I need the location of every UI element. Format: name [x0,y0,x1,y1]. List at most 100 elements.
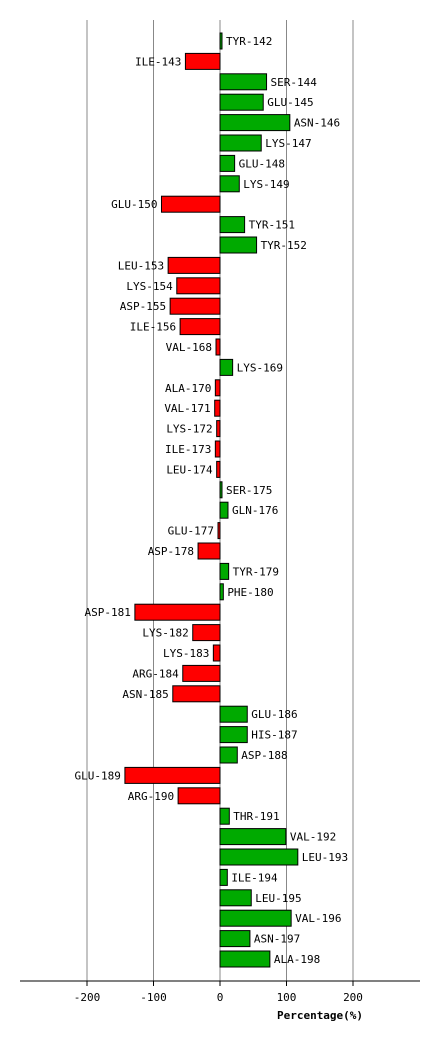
label-glu-186: GLU-186 [251,708,297,721]
label-tyr-152: TYR-152 [261,239,307,252]
x-axis-title: Percentage(%) [277,1009,363,1022]
tick-label-1: -100 [140,991,167,1004]
label-asp-155: ASP-155 [120,300,166,313]
tick-label-2: 0 [217,991,224,1004]
bar-glu-150 [160,195,221,213]
label-asp-188: ASP-188 [241,749,287,762]
label-glu-177: GLU-177 [168,525,214,538]
label-glu-148: GLU-148 [239,157,285,170]
label-gln-176: GLN-176 [232,504,278,517]
bar-asp-181 [134,603,221,621]
label-leu-195: LEU-195 [255,892,301,905]
label-arg-184: ARG-184 [132,667,179,680]
bar-thr-191 [219,807,230,825]
bar-ala-170 [214,379,221,397]
label-lys-147: LYS-147 [265,137,311,150]
bar-asn-146 [219,114,291,132]
bar-val-171 [214,399,221,417]
label-thr-191: THR-191 [233,810,279,823]
label-asp-178: ASP-178 [148,545,194,558]
label-ile-156: ILE-156 [130,321,176,334]
bar-phe-180 [219,583,224,601]
bar-leu-174 [216,460,221,478]
label-glu-145: GLU-145 [267,96,313,109]
label-lys-154: LYS-154 [126,280,173,293]
bar-tyr-152 [219,236,258,254]
label-val-168: VAL-168 [166,341,212,354]
label-tyr-142: TYR-142 [226,35,272,48]
bar-ile-173 [214,440,221,458]
label-ile-194: ILE-194 [231,871,278,884]
tick-label-3: 100 [277,991,297,1004]
label-val-192: VAL-192 [290,831,336,844]
label-lys-149: LYS-149 [243,178,289,191]
label-ala-198: ALA-198 [274,953,320,966]
label-tyr-151: TYR-151 [249,219,295,232]
tick-label-4: 200 [343,991,363,1004]
label-asp-181: ASP-181 [85,606,131,619]
bar-lys-172 [216,420,221,438]
label-leu-193: LEU-193 [302,851,348,864]
bar-leu-193 [219,848,299,866]
label-lys-182: LYS-182 [142,627,188,640]
bar-glu-148 [219,154,236,172]
label-lys-169: LYS-169 [237,361,283,374]
bar-glu-186 [219,705,248,723]
x-axis-ticks-group: -200 -100 0 100 200 [74,981,363,1004]
bar-asn-197 [219,930,251,948]
category-labels-group: TYR-142 ILE-143 SER-144 GLU-145 ASN-146 LYS-1… [75,35,349,966]
bar-ile-156 [179,318,221,336]
bar-val-192 [219,828,287,846]
bar-lys-169 [219,358,234,376]
label-asn-146: ASN-146 [294,117,340,130]
label-ser-175: SER-175 [226,484,272,497]
bar-arg-190 [177,787,221,805]
label-asn-197: ASN-197 [254,933,300,946]
label-lys-172: LYS-172 [166,423,212,436]
bar-tyr-151 [219,216,246,234]
label-lys-183: LYS-183 [163,647,209,660]
bar-lys-147 [219,134,262,152]
bar-leu-195 [219,889,252,907]
bar-glu-145 [219,93,264,111]
label-arg-190: ARG-190 [128,790,174,803]
label-glu-189: GLU-189 [75,769,121,782]
bar-asn-185 [172,685,221,703]
label-val-196: VAL-196 [295,912,341,925]
bar-lys-182 [192,624,221,642]
label-val-171: VAL-171 [164,402,210,415]
bar-tyr-179 [219,562,230,580]
bar-lys-149 [219,175,240,193]
tick-label-0: -200 [74,991,101,1004]
bar-ile-194 [219,868,228,886]
bar-leu-153 [167,256,221,274]
bar-his-187 [219,726,248,744]
label-leu-153: LEU-153 [118,259,164,272]
bar-ala-198 [219,950,271,968]
bar-ser-144 [219,73,268,91]
label-his-187: HIS-187 [251,729,297,742]
bar-lys-183 [212,644,221,662]
bar-gln-176 [219,501,229,519]
label-glu-150: GLU-150 [111,198,157,211]
bar-arg-184 [182,664,221,682]
label-tyr-179: TYR-179 [233,565,279,578]
bar-glu-177 [217,522,221,540]
bars-group [124,32,299,968]
label-ala-170: ALA-170 [165,382,211,395]
bar-ile-143 [184,52,221,70]
bar-val-168 [215,338,221,356]
bar-asp-188 [219,746,238,764]
label-ile-173: ILE-173 [165,443,211,456]
label-asn-185: ASN-185 [122,688,168,701]
bar-asp-155 [169,297,221,315]
bar-ser-175 [219,481,223,499]
bar-asp-178 [197,542,221,560]
label-ser-144: SER-144 [271,76,318,89]
bar-lys-154 [176,277,221,295]
bar-tyr-142 [219,32,223,50]
label-ile-143: ILE-143 [135,55,181,68]
label-phe-180: PHE-180 [227,586,273,599]
bar-val-196 [219,909,292,927]
